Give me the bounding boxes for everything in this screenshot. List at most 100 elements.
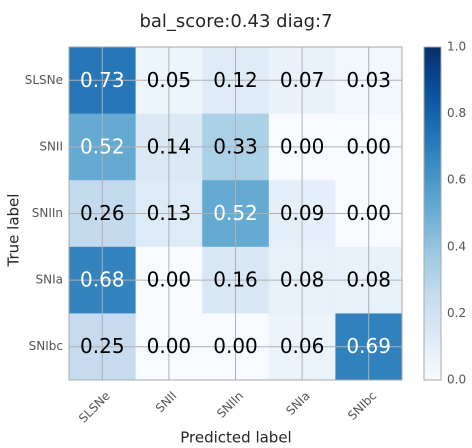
colorbar-segment bbox=[424, 103, 441, 108]
cell-value-label: 0.05 bbox=[147, 68, 192, 92]
colorbar-segment bbox=[424, 146, 441, 151]
x-tick-labels: SLSNe SNII SNIIn SNIa SNIbc bbox=[76, 389, 379, 426]
cell-value-label: 0.00 bbox=[346, 201, 391, 225]
plot-frame bbox=[68, 46, 403, 381]
colorbar-segment bbox=[424, 123, 441, 128]
y-tick-label: SLSNe bbox=[25, 73, 63, 87]
colorbar-segment bbox=[424, 320, 441, 324]
colorbar-segment bbox=[424, 90, 441, 95]
colorbar-frame bbox=[423, 46, 442, 381]
colorbar-segment bbox=[424, 313, 441, 318]
colorbar-segment bbox=[424, 373, 441, 378]
colorbar-segment bbox=[424, 136, 441, 141]
cell-value-label: 0.08 bbox=[346, 268, 391, 292]
cell-value-labels: 0.73 0.05 0.12 0.07 0.03 0.52 0.14 0.33 0.00 0.00… bbox=[80, 68, 391, 358]
colorbar-segment bbox=[424, 210, 441, 215]
colorbar-segment bbox=[424, 253, 441, 258]
colorbar-segment bbox=[424, 170, 441, 175]
colorbar-segment bbox=[424, 310, 441, 314]
colorbar-segment bbox=[424, 240, 441, 245]
colorbar-segment bbox=[424, 323, 441, 328]
colorbar-segment bbox=[424, 100, 441, 105]
colorbar-segment bbox=[424, 316, 441, 321]
colorbar-segment bbox=[424, 230, 441, 235]
colorbar-segment bbox=[424, 276, 441, 281]
colorbar-segment bbox=[424, 290, 441, 295]
heatmap-grid bbox=[69, 47, 402, 380]
colorbar-segment bbox=[424, 286, 441, 291]
cell-value-label: 0.03 bbox=[346, 68, 391, 92]
colorbar-segment bbox=[424, 273, 441, 278]
y-tick-label: SNIbc bbox=[29, 339, 63, 353]
cell-value-label: 0.14 bbox=[147, 134, 192, 158]
colorbar-segment bbox=[424, 173, 441, 178]
y-tick-labels: SLSNe SNII SNIIn SNIa SNIbc bbox=[25, 73, 63, 353]
colorbar-segment bbox=[424, 80, 441, 85]
colorbar-tick-label: 0.0 bbox=[447, 373, 466, 387]
x-tick-label: SNIa bbox=[283, 389, 312, 418]
colorbar-segment bbox=[424, 47, 441, 51]
colorbar-segment bbox=[424, 143, 441, 148]
x-tick-label: SNIIn bbox=[214, 389, 246, 421]
colorbar-segment bbox=[424, 270, 441, 275]
colorbar-segment bbox=[424, 53, 441, 58]
colorbar-segment bbox=[424, 133, 441, 138]
cell-value-label: 0.06 bbox=[280, 334, 325, 358]
cell-value-label: 0.07 bbox=[280, 68, 325, 92]
colorbar-segment bbox=[424, 83, 441, 88]
cell-value-label: 0.13 bbox=[147, 201, 192, 225]
colorbar-segment bbox=[424, 340, 441, 344]
colorbar-segment bbox=[424, 233, 441, 238]
colorbar-segment bbox=[424, 363, 441, 368]
colorbar-segment bbox=[424, 213, 441, 218]
colorbar-segment bbox=[424, 163, 441, 168]
y-tick-label: SNIa bbox=[36, 273, 64, 287]
colorbar-segment bbox=[424, 343, 441, 348]
colorbar-segment bbox=[424, 226, 441, 231]
y-axis-label: True label bbox=[5, 194, 23, 268]
colorbar-segment bbox=[424, 206, 441, 211]
colorbar-tick-label: 0.8 bbox=[447, 106, 466, 120]
colorbar-segment bbox=[424, 66, 441, 71]
chart-title: bal_score:0.43 diag:7 bbox=[139, 11, 332, 32]
colorbar-segment bbox=[424, 303, 441, 308]
colorbar-segment bbox=[424, 353, 441, 358]
colorbar-segment bbox=[424, 176, 441, 181]
colorbar-segment bbox=[424, 183, 441, 188]
colorbar-tick-label: 1.0 bbox=[447, 40, 466, 54]
colorbar-tick-label: 0.6 bbox=[447, 173, 466, 187]
colorbar-segment bbox=[424, 300, 441, 305]
cell-value-label: 0.00 bbox=[346, 134, 391, 158]
colorbar-segment bbox=[424, 60, 441, 65]
cell-value-label: 0.00 bbox=[213, 334, 258, 358]
colorbar-segment bbox=[424, 130, 441, 135]
cell-value-label: 0.00 bbox=[147, 334, 192, 358]
cell-value-label: 0.68 bbox=[80, 268, 125, 292]
colorbar-segment bbox=[424, 280, 441, 285]
colorbar-segment bbox=[424, 106, 441, 111]
colorbar-segment bbox=[424, 266, 441, 271]
colorbar-segment bbox=[424, 50, 441, 55]
colorbar-segment bbox=[424, 153, 441, 158]
colorbar-segment bbox=[424, 180, 441, 185]
colorbar-segment bbox=[424, 293, 441, 298]
cell-value-label: 0.52 bbox=[80, 134, 125, 158]
cell-value-label: 0.25 bbox=[80, 334, 125, 358]
colorbar-segment bbox=[424, 336, 441, 341]
colorbar: 0.0 0.2 0.4 0.6 0.8 1.0 bbox=[423, 40, 466, 387]
cell-value-label: 0.00 bbox=[147, 268, 192, 292]
colorbar-segment bbox=[424, 110, 441, 115]
colorbar-segment bbox=[424, 360, 441, 364]
colorbar-tick-label: 0.4 bbox=[447, 239, 466, 253]
colorbar-segment bbox=[424, 156, 441, 161]
colorbar-segment bbox=[424, 193, 441, 198]
colorbar-segment bbox=[424, 356, 441, 361]
cell-value-label: 0.09 bbox=[280, 201, 325, 225]
cell-value-label: 0.33 bbox=[213, 134, 258, 158]
colorbar-segment bbox=[424, 166, 441, 171]
cell-value-label: 0.52 bbox=[213, 201, 258, 225]
colorbar-segment bbox=[424, 86, 441, 91]
colorbar-segment bbox=[424, 140, 441, 145]
colorbar-segment bbox=[424, 56, 441, 61]
colorbar-segment bbox=[424, 220, 441, 225]
